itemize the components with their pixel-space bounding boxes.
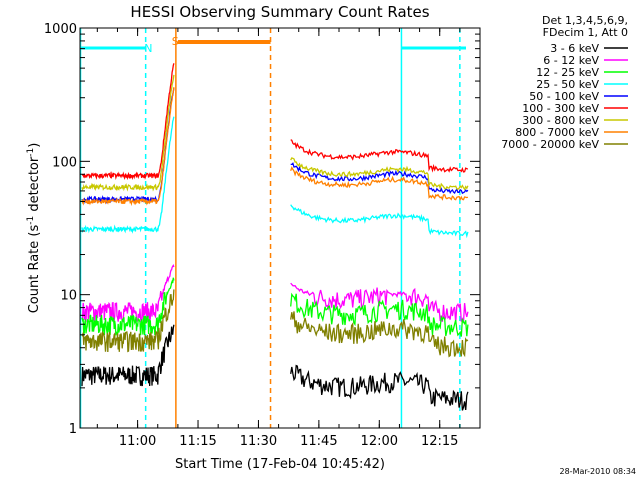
y-tick-label: 10 <box>60 289 77 304</box>
legend-header: Det 1,3,4,5,6,9, <box>542 14 628 27</box>
x-tick-label: 11:00 <box>119 434 156 449</box>
legend-label: 12 - 25 keV <box>536 66 599 79</box>
series-line <box>290 162 469 195</box>
x-tick-label: 12:15 <box>421 434 458 449</box>
y-axis-label: Count Rate (s-1 detector-1) <box>26 143 42 314</box>
series-line <box>290 204 469 239</box>
legend-label: 100 - 300 keV <box>522 102 599 115</box>
legend-label: 800 - 7000 keV <box>515 126 599 139</box>
series-line <box>290 166 469 202</box>
chart-title: HESSI Observing Summary Count Rates <box>130 3 429 21</box>
series-line <box>82 63 175 181</box>
series-6-12kev <box>81 263 469 323</box>
series-line <box>81 87 175 207</box>
y-axis-label-sup: -1 <box>26 216 36 225</box>
legend-label: 25 - 50 keV <box>536 78 599 91</box>
legend-header: FDecim 1, Att 0 <box>543 26 628 39</box>
series-12-25kev <box>81 277 469 337</box>
y-axis-label-sup: -1 <box>26 148 36 157</box>
plot-frame <box>79 27 481 429</box>
series-line <box>81 324 175 387</box>
series-line <box>81 289 175 353</box>
series-line <box>290 311 469 358</box>
x-tick-label: 12:00 <box>361 434 398 449</box>
x-tick-label: 11:45 <box>300 434 337 449</box>
series-25-50kev <box>81 116 469 239</box>
y-axis: 1 10 100 1000 <box>44 22 480 437</box>
night-label: N <box>144 42 152 55</box>
datestamp: 28-Mar-2010 08:34 <box>560 467 637 476</box>
series-800-7000kev <box>81 87 469 207</box>
series-line <box>81 277 175 336</box>
y-tick-label: 1000 <box>44 22 77 37</box>
legend-label: 300 - 800 keV <box>522 114 599 127</box>
series-line <box>81 74 175 192</box>
series-3-6kev <box>81 324 469 411</box>
y-tick-label: 1 <box>69 422 77 437</box>
series-100-300kev <box>82 63 469 181</box>
series-line <box>290 282 469 323</box>
x-axis-label: Start Time (17-Feb-04 10:45:42) <box>175 457 385 472</box>
x-axis: 11:00 11:15 11:30 11:45 12:00 12:15 <box>96 28 461 449</box>
legend-label: 50 - 100 keV <box>529 90 599 103</box>
series-line <box>81 116 175 234</box>
legend-label: 6 - 12 keV <box>543 54 599 67</box>
series-line <box>290 292 469 337</box>
y-axis-label-part: ) <box>27 143 42 148</box>
series-7000-20000kev <box>81 289 469 358</box>
legend: Det 1,3,4,5,6,9,FDecim 1, Att 0 3 - 6 keV… <box>501 14 628 151</box>
series-line <box>290 139 469 173</box>
y-axis-label-part: detector <box>27 156 42 216</box>
y-axis-label-part: Count Rate (s <box>27 225 42 314</box>
series-line <box>290 157 469 191</box>
y-tick-label: 100 <box>52 155 77 170</box>
series-line <box>290 364 469 411</box>
legend-label: 3 - 6 keV <box>550 42 599 55</box>
legend-label: 7000 - 20000 keV <box>501 138 599 151</box>
series-line <box>81 263 175 323</box>
plot-area: NS <box>79 28 469 428</box>
x-tick-label: 11:15 <box>179 434 216 449</box>
x-tick-label: 11:30 <box>240 434 277 449</box>
series-300-800kev <box>81 74 469 192</box>
